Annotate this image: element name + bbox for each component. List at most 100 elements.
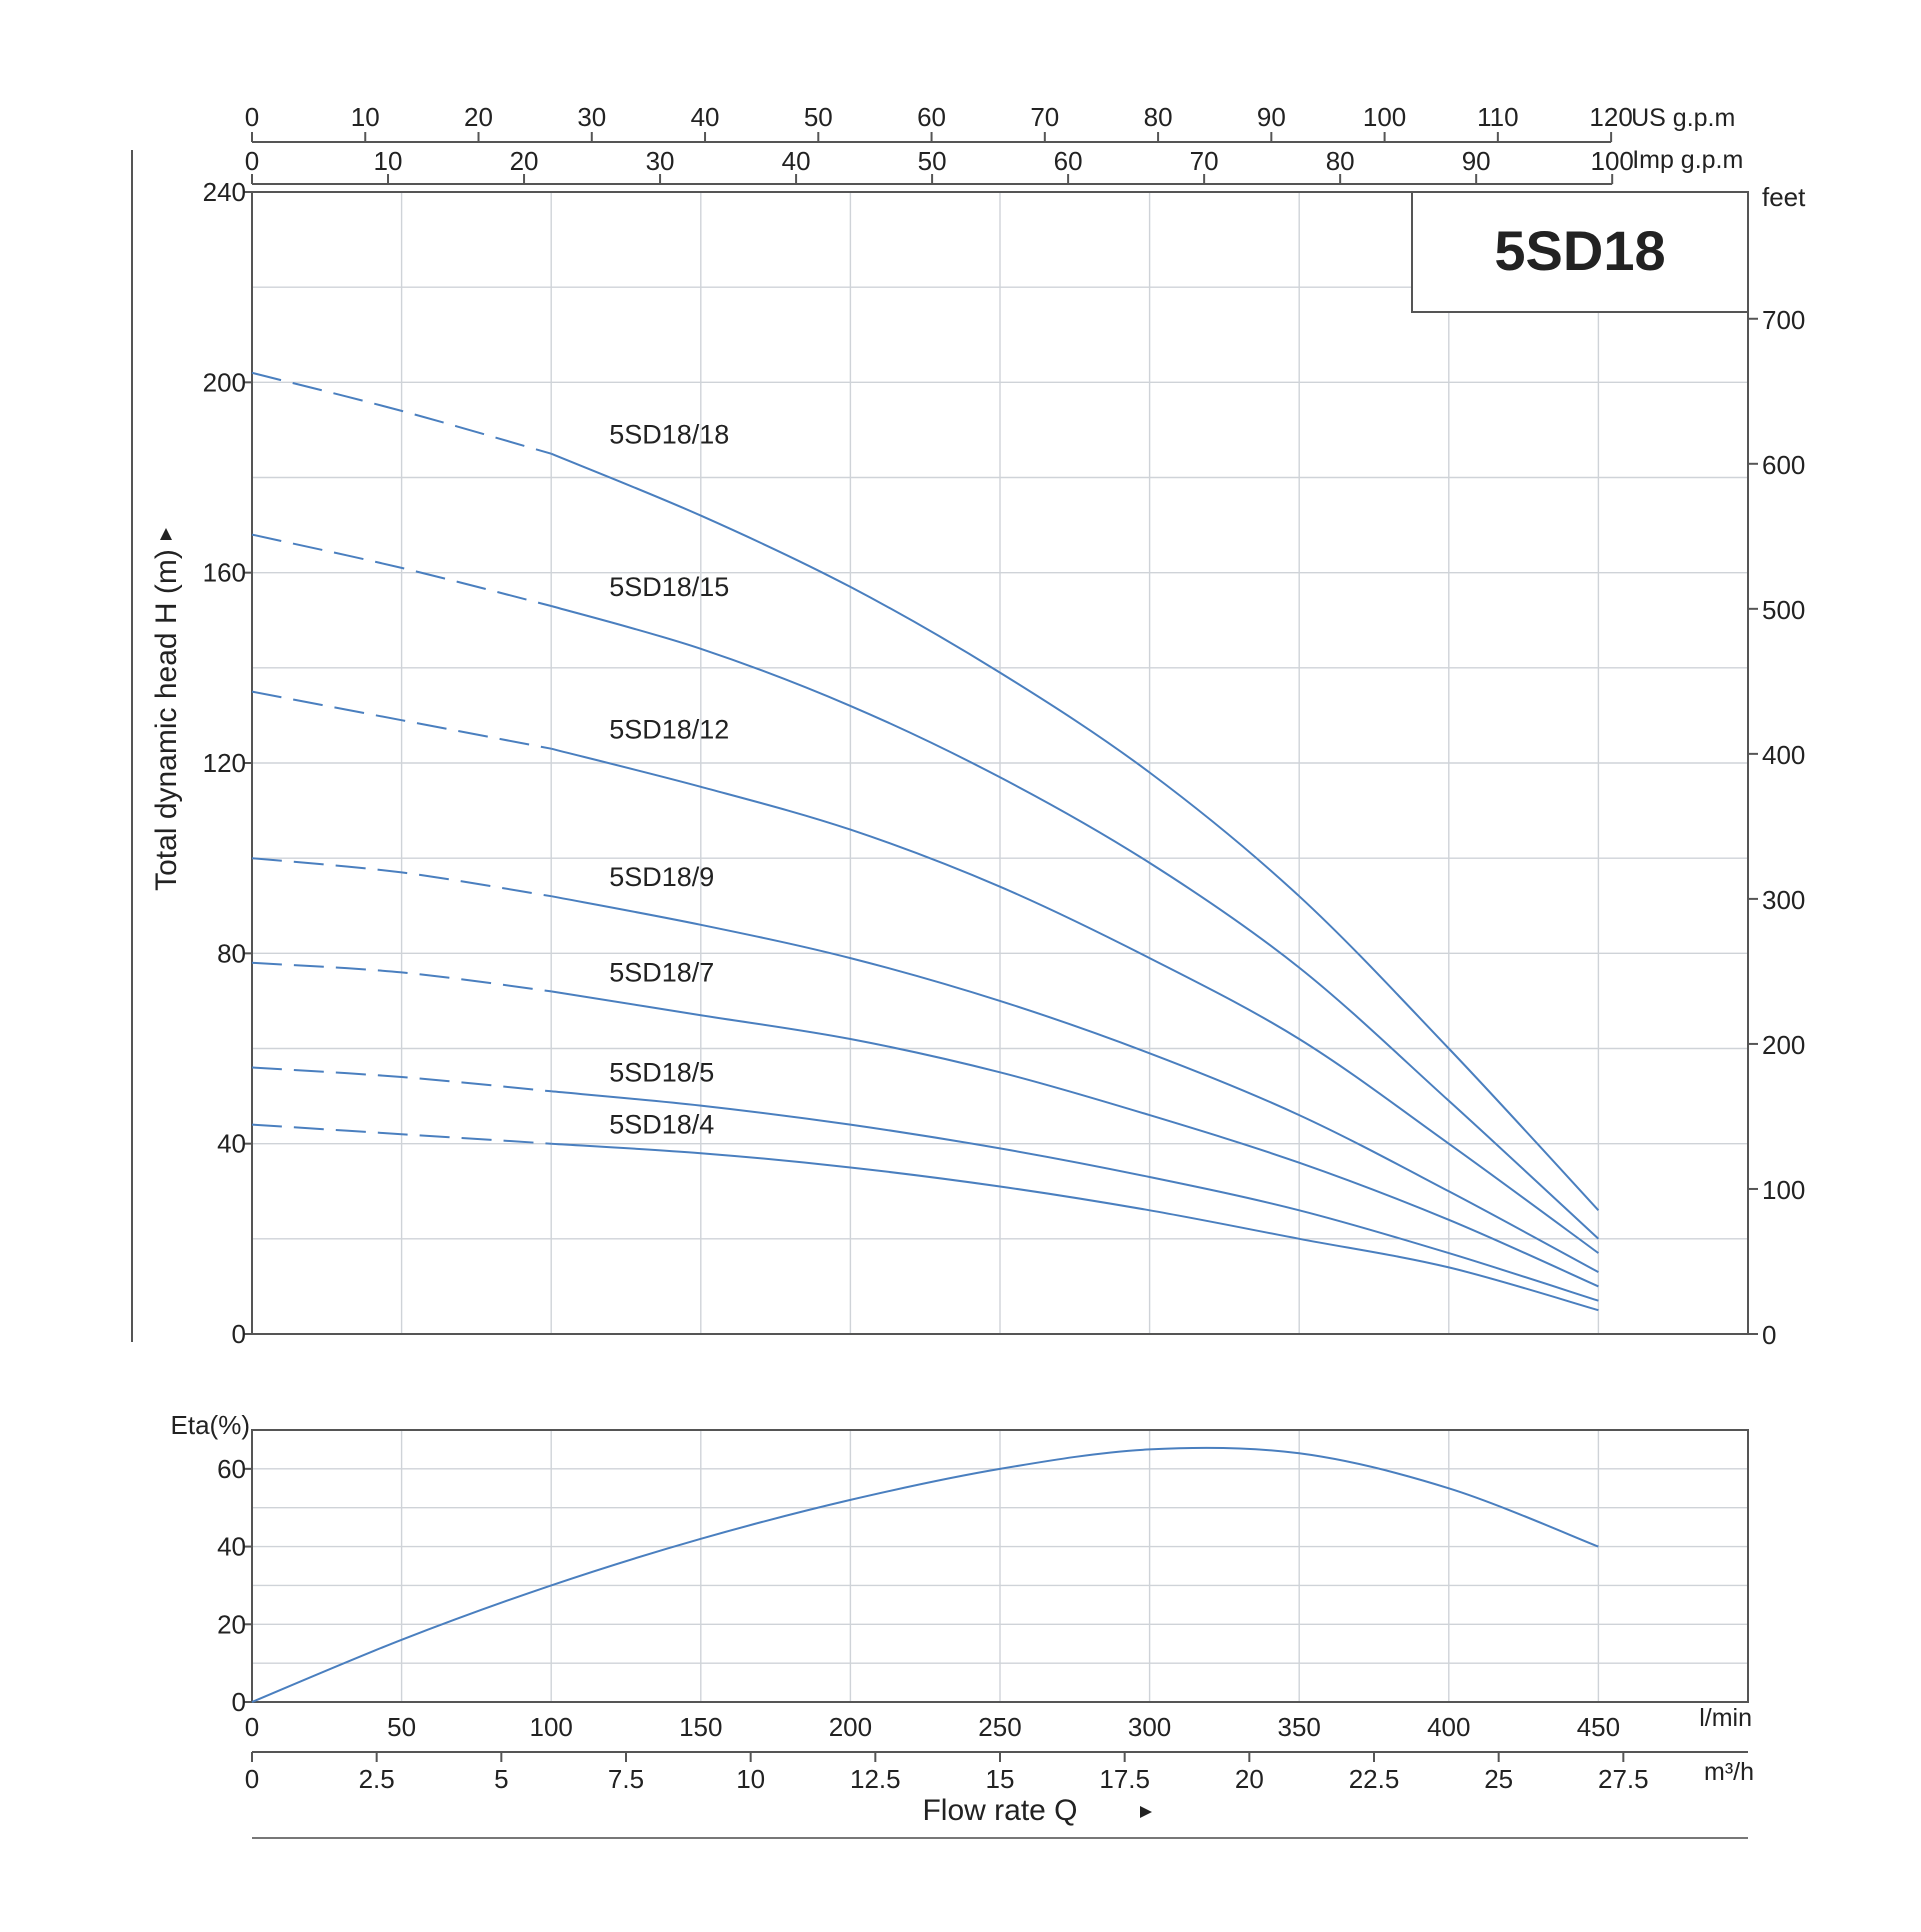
us-gpm-tick-label: 90 xyxy=(1257,102,1286,132)
lpm-tick-label: 150 xyxy=(679,1712,722,1742)
head-ytick-label: 120 xyxy=(203,748,246,778)
head-ytick-label: 80 xyxy=(217,938,246,968)
imp-gpm-tick-label: 70 xyxy=(1190,146,1219,176)
curve-label: 5SD18/9 xyxy=(609,862,714,892)
m3h-tick-label: 12.5 xyxy=(850,1764,901,1794)
eff-plot-frame xyxy=(251,1429,1749,1703)
curve-label: 5SD18/15 xyxy=(609,572,729,602)
imp-gpm-tick-label: 40 xyxy=(782,146,811,176)
head-curve-dashed xyxy=(251,857,552,898)
feet-ytick-label: 100 xyxy=(1762,1175,1805,1205)
us-gpm-tick-label: 100 xyxy=(1363,102,1406,132)
m3h-unit-label: m³/h xyxy=(1704,1758,1754,1786)
head-curve-5SD18-15 xyxy=(550,605,1600,1240)
us-gpm-unit-label: US g.p.m xyxy=(1631,104,1735,132)
imp-gpm-tick-label: 10 xyxy=(374,146,403,176)
model-title-box xyxy=(1411,191,1749,313)
feet-ytick-label: 200 xyxy=(1762,1030,1805,1060)
us-gpm-tick-label: 110 xyxy=(1477,102,1518,132)
us-gpm-tick-label: 60 xyxy=(917,102,946,132)
head-ytick-label: 40 xyxy=(217,1129,246,1159)
m3h-tick-label: 17.5 xyxy=(1099,1764,1150,1794)
curve-label: 5SD18/12 xyxy=(609,715,729,745)
head-curve-dashed xyxy=(251,961,552,993)
eff-ylabel: Eta(%) xyxy=(171,1410,250,1440)
head-ytick-label: 160 xyxy=(203,558,246,588)
us-gpm-tick-label: 80 xyxy=(1144,102,1173,132)
imp-gpm-tick-label: 50 xyxy=(918,146,947,176)
m3h-tick-label: 15 xyxy=(986,1764,1015,1794)
model-title: 5SD18 xyxy=(1494,219,1665,282)
xlabel-arrow-icon xyxy=(1140,1806,1152,1818)
imp-gpm-tick-label: 90 xyxy=(1462,146,1491,176)
head-curve-dashed xyxy=(251,690,552,750)
head-ytick-label: 240 xyxy=(203,177,246,207)
m3h-tick-label: 2.5 xyxy=(359,1764,395,1794)
eff-ytick-label: 0 xyxy=(232,1687,246,1717)
efficiency-curve xyxy=(251,1446,1599,1703)
imp-gpm-tick-label: 100 xyxy=(1590,146,1633,176)
head-curve-5SD18-4 xyxy=(551,1142,1599,1312)
m3h-tick-label: 10 xyxy=(736,1764,765,1794)
lpm-tick-label: 350 xyxy=(1278,1712,1321,1742)
feet-ytick-label: 700 xyxy=(1762,305,1805,335)
curve-label: 5SD18/4 xyxy=(609,1110,714,1140)
lpm-unit-label: l/min xyxy=(1699,1704,1752,1732)
us-gpm-tick-label: 30 xyxy=(577,102,606,132)
head-curve-5SD18-12 xyxy=(550,747,1599,1254)
head-curve-5SD18-18 xyxy=(550,452,1600,1211)
us-gpm-tick-label: 50 xyxy=(804,102,833,132)
curve-label: 5SD18/18 xyxy=(609,420,729,450)
lpm-tick-label: 50 xyxy=(387,1712,416,1742)
feet-ytick-label: 500 xyxy=(1762,595,1805,625)
grid-lines xyxy=(252,192,1748,1702)
head-ytick-label: 200 xyxy=(203,367,246,397)
head-curve-dashed xyxy=(251,533,552,607)
labels: Total dynamic head H (m) 5SD18 5SD18/18 5SD… xyxy=(150,191,1749,1827)
eff-ytick-label: 60 xyxy=(217,1454,246,1484)
m3h-tick-label: 7.5 xyxy=(608,1764,644,1794)
us-gpm-tick-label: 70 xyxy=(1030,102,1059,132)
feet-ytick-label: 300 xyxy=(1762,885,1805,915)
feet-unit-label: feet xyxy=(1762,182,1806,212)
curve-label: 5SD18/7 xyxy=(609,957,714,987)
lpm-tick-label: 300 xyxy=(1128,1712,1171,1742)
head-curve-5SD18-5 xyxy=(551,1090,1599,1302)
us-gpm-tick-label: 40 xyxy=(691,102,720,132)
m3h-tick-label: 25 xyxy=(1484,1764,1513,1794)
imp-gpm-unit-label: Imp g.p.m xyxy=(1632,146,1743,174)
head-curve-5SD18-7 xyxy=(551,990,1599,1288)
feet-ytick-label: 600 xyxy=(1762,450,1805,480)
lpm-tick-label: 100 xyxy=(530,1712,573,1742)
m3h-tick-label: 20 xyxy=(1235,1764,1264,1794)
m3h-tick-label: 5 xyxy=(494,1764,508,1794)
head-curve-5SD18-9 xyxy=(551,895,1599,1273)
lpm-tick-label: 250 xyxy=(978,1712,1021,1742)
us-gpm-tick-label: 20 xyxy=(464,102,493,132)
imp-gpm-tick-label: 0 xyxy=(245,146,259,176)
lpm-tick-label: 450 xyxy=(1577,1712,1620,1742)
imp-gpm-tick-label: 80 xyxy=(1326,146,1355,176)
imp-gpm-tick-label: 30 xyxy=(646,146,675,176)
curve-label: 5SD18/5 xyxy=(609,1057,714,1087)
axes: 040801201602002400100200300400500600700f… xyxy=(131,102,1806,1839)
m3h-tick-label: 22.5 xyxy=(1349,1764,1400,1794)
lpm-tick-label: 200 xyxy=(829,1712,872,1742)
head-curve-dashed xyxy=(251,1066,552,1093)
head-ylabel: Total dynamic head H (m) xyxy=(150,549,183,891)
eff-ytick-label: 20 xyxy=(217,1609,246,1639)
m3h-tick-label: 27.5 xyxy=(1598,1764,1649,1794)
head-ytick-label: 0 xyxy=(232,1319,246,1349)
us-gpm-tick-label: 120 xyxy=(1589,102,1632,132)
us-gpm-tick-label: 10 xyxy=(351,102,380,132)
flow-rate-xlabel: Flow rate Q xyxy=(922,1794,1077,1827)
ylabel-arrow-icon xyxy=(160,528,172,540)
eff-ytick-label: 40 xyxy=(217,1532,246,1562)
head-curve-dashed xyxy=(251,1123,552,1145)
lpm-tick-label: 0 xyxy=(245,1712,259,1742)
imp-gpm-tick-label: 60 xyxy=(1054,146,1083,176)
head-curve-dashed xyxy=(251,371,552,455)
feet-ytick-label: 0 xyxy=(1762,1320,1776,1350)
